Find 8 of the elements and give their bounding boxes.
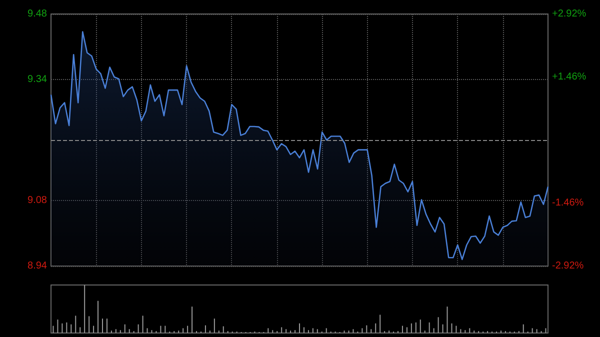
y-tick-label: 9.48 (28, 8, 48, 20)
y2-tick-label: +2.92% (552, 8, 586, 20)
y2-tick-label: +1.46% (552, 72, 586, 82)
y-tick-label: 9.08 (28, 195, 48, 206)
y-tick-label: 9.34 (28, 74, 48, 85)
y2-tick-label: -2.92% (552, 260, 584, 272)
y-tick-label: 8.94 (28, 260, 48, 272)
y2-tick-label: -1.46% (552, 198, 584, 208)
